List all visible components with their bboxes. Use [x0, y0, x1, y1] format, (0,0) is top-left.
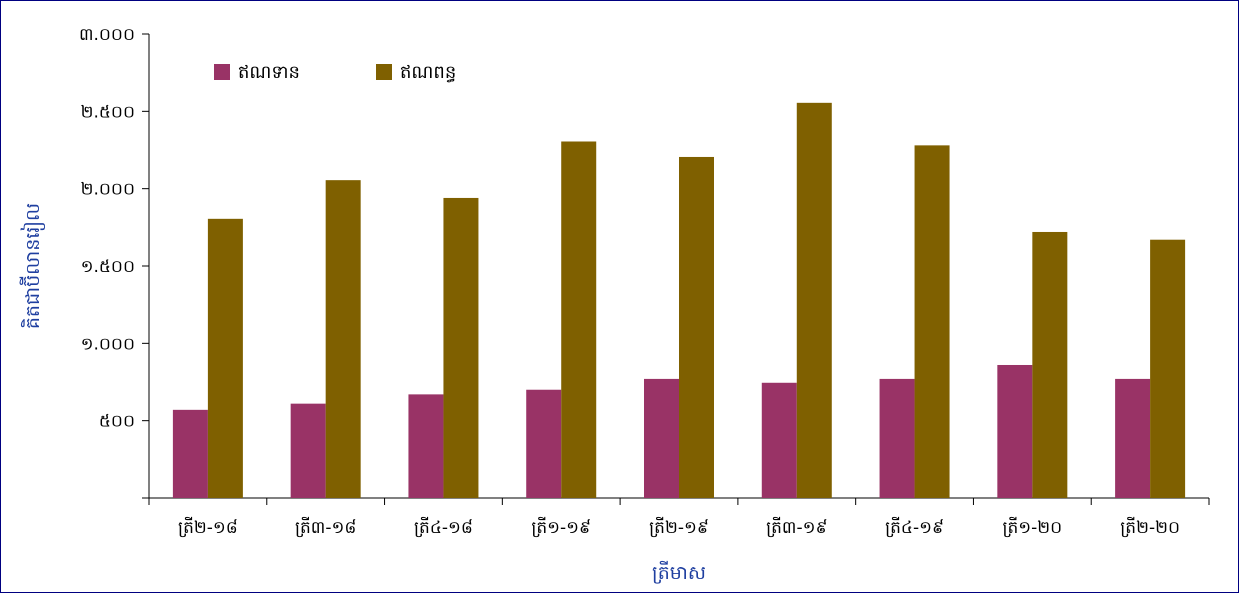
bar-credit-7	[997, 364, 1033, 498]
x-tick-label: ត្រី៤-១៩	[885, 516, 944, 538]
x-tick-label: ត្រី២-១៩	[649, 516, 709, 538]
bar-debit-1	[325, 180, 361, 498]
bar-debit-5	[796, 102, 832, 499]
legend-swatch-0	[214, 64, 230, 80]
x-tick-label: ត្រី៣-១៨	[295, 516, 356, 538]
x-tick-label: ត្រី៣-១៩	[766, 516, 827, 538]
bar-credit-3	[526, 389, 562, 498]
bar-debit-6	[914, 145, 950, 499]
bar-credit-4	[644, 378, 679, 498]
x-axis: ត្រី២-១៨ ត្រី៣-១៨ ត្រី៤-១៨ ត្រី១-១៩ ត្រី២-១៩…	[148, 497, 1210, 538]
x-tick-label: ត្រី២-២០	[1120, 516, 1180, 538]
bar-credit-8	[1115, 378, 1151, 498]
x-tick-label: ត្រី៤-១៨	[414, 516, 473, 538]
legend-swatch-1	[376, 64, 392, 80]
bar-credit-2	[408, 394, 444, 498]
bar-credit-1	[290, 403, 326, 498]
y-tick-label: ១.០០០	[81, 334, 135, 354]
bar-debit-3	[561, 141, 597, 498]
bar-debit-4	[679, 156, 714, 498]
x-tick-label: ត្រី១-២០	[1002, 516, 1062, 538]
bar-debit-0	[207, 218, 243, 498]
bar-debit-8	[1150, 239, 1186, 498]
x-tick-label: ត្រី១-១៩	[531, 516, 591, 538]
y-axis: ៥០០ ១.០០០ ១.៥០០ ២.០០០ ២.៥០០ ៣.០០០	[79, 25, 150, 499]
y-tick-label: ៣.០០០	[79, 25, 135, 45]
y-tick-label: ២.៥០០	[81, 102, 135, 122]
bar-credit-6	[879, 378, 915, 498]
y-tick-label: ៥០០	[99, 412, 135, 432]
x-axis-title: ត្រីមាស	[652, 560, 706, 584]
bar-debit-7	[1032, 231, 1068, 498]
bar-credit-0	[172, 409, 208, 498]
bar-debit-2	[443, 197, 479, 499]
bar-credit-5	[761, 382, 797, 498]
y-tick-label: ១.៥០០	[81, 257, 135, 277]
legend: ឥណទាន ឥណពន្ធ	[214, 62, 456, 83]
legend-label-0: ឥណទាន	[238, 62, 300, 83]
bars	[172, 102, 1186, 499]
x-tick-label: ត្រី២-១៨	[178, 516, 238, 538]
y-tick-label: ២.០០០	[81, 180, 135, 200]
y-axis-title: គិតជាប៊ីលានរៀល	[19, 203, 46, 329]
legend-label-1: ឥណពន្ធ	[400, 62, 456, 83]
